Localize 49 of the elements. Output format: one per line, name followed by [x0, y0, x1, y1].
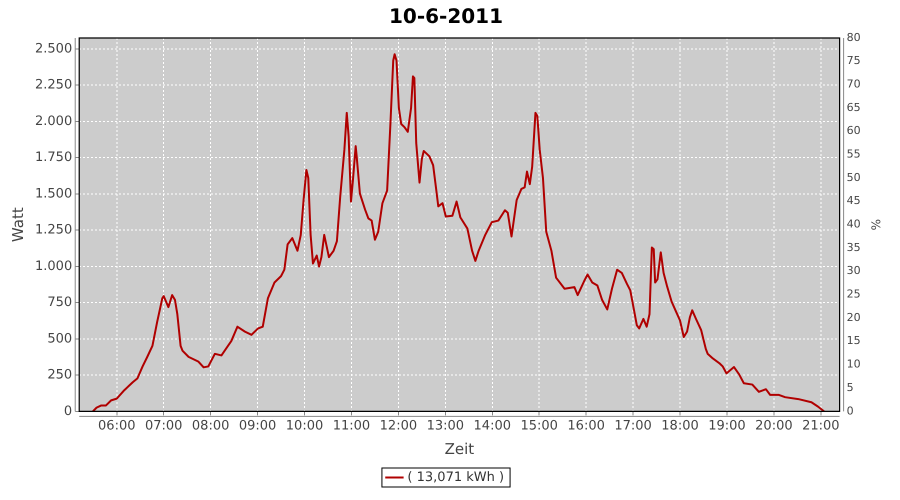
x-tick-label: 10:00 [286, 418, 324, 434]
x-tick-label: 06:00 [98, 418, 136, 434]
y2-tick-label: 40 [846, 218, 861, 231]
y2-tick-label: 35 [846, 240, 861, 254]
y-tick-label: 1.750 [35, 150, 72, 166]
x-tick-label: 12:00 [380, 418, 418, 434]
y-axis-title: Watt [8, 207, 27, 242]
x-tick-label: 18:00 [661, 418, 699, 434]
y2-tick-label: 45 [846, 194, 861, 208]
y2-tick-label: 70 [846, 78, 861, 91]
y2-tick-label: 60 [846, 124, 861, 138]
y-tick-label: 250 [47, 368, 72, 383]
x-tick-label: 20:00 [755, 418, 793, 434]
y2-axis-title: % [868, 218, 883, 230]
y-tick-label: 1.250 [35, 222, 72, 238]
y-tick-label: 2.500 [35, 41, 72, 56]
y2-tick-label: 75 [846, 54, 861, 68]
x-axis-title: Zeit [444, 440, 474, 458]
x-tick-label: 16:00 [567, 418, 605, 434]
y2-tick-label: 0 [846, 404, 854, 418]
x-tick-label: 15:00 [520, 418, 558, 434]
y-tick-label: 500 [47, 331, 72, 346]
y-tick-label: 0 [64, 404, 72, 419]
y2-tick-label: 25 [846, 288, 861, 301]
y2-tick-label: 65 [846, 100, 861, 114]
y2-tick-label: 30 [846, 264, 861, 278]
y-tick-label: 1.500 [35, 186, 72, 202]
x-tick-label: 07:00 [144, 418, 182, 434]
x-tick-label: 21:00 [802, 418, 840, 434]
x-tick-label: 19:00 [708, 418, 746, 434]
y-tick-label: 2.000 [35, 114, 72, 129]
x-tick-label: 08:00 [192, 418, 230, 434]
y-tick-label: 1.000 [35, 258, 72, 274]
y2-tick-label: 55 [846, 148, 861, 161]
y2-tick-label: 15 [846, 334, 861, 348]
y-tick-label: 750 [47, 295, 72, 310]
x-tick-label: 11:00 [332, 418, 370, 434]
x-tick-label: 09:00 [238, 418, 276, 434]
x-tick-label: 17:00 [614, 418, 652, 434]
y2-tick-label: 20 [846, 310, 861, 324]
x-tick-label: 14:00 [474, 418, 511, 434]
y2-tick-label: 5 [846, 380, 854, 394]
y2-tick-label: 80 [846, 30, 861, 44]
x-tick-label: 13:00 [426, 418, 464, 434]
chart-title: 10-6-2011 [388, 4, 504, 28]
y2-tick-label: 10 [846, 358, 861, 371]
legend-label: ( 13,071 kWh ) [407, 470, 504, 485]
y-tick-label: 2.250 [35, 78, 72, 93]
y2-tick-label: 50 [846, 170, 861, 184]
